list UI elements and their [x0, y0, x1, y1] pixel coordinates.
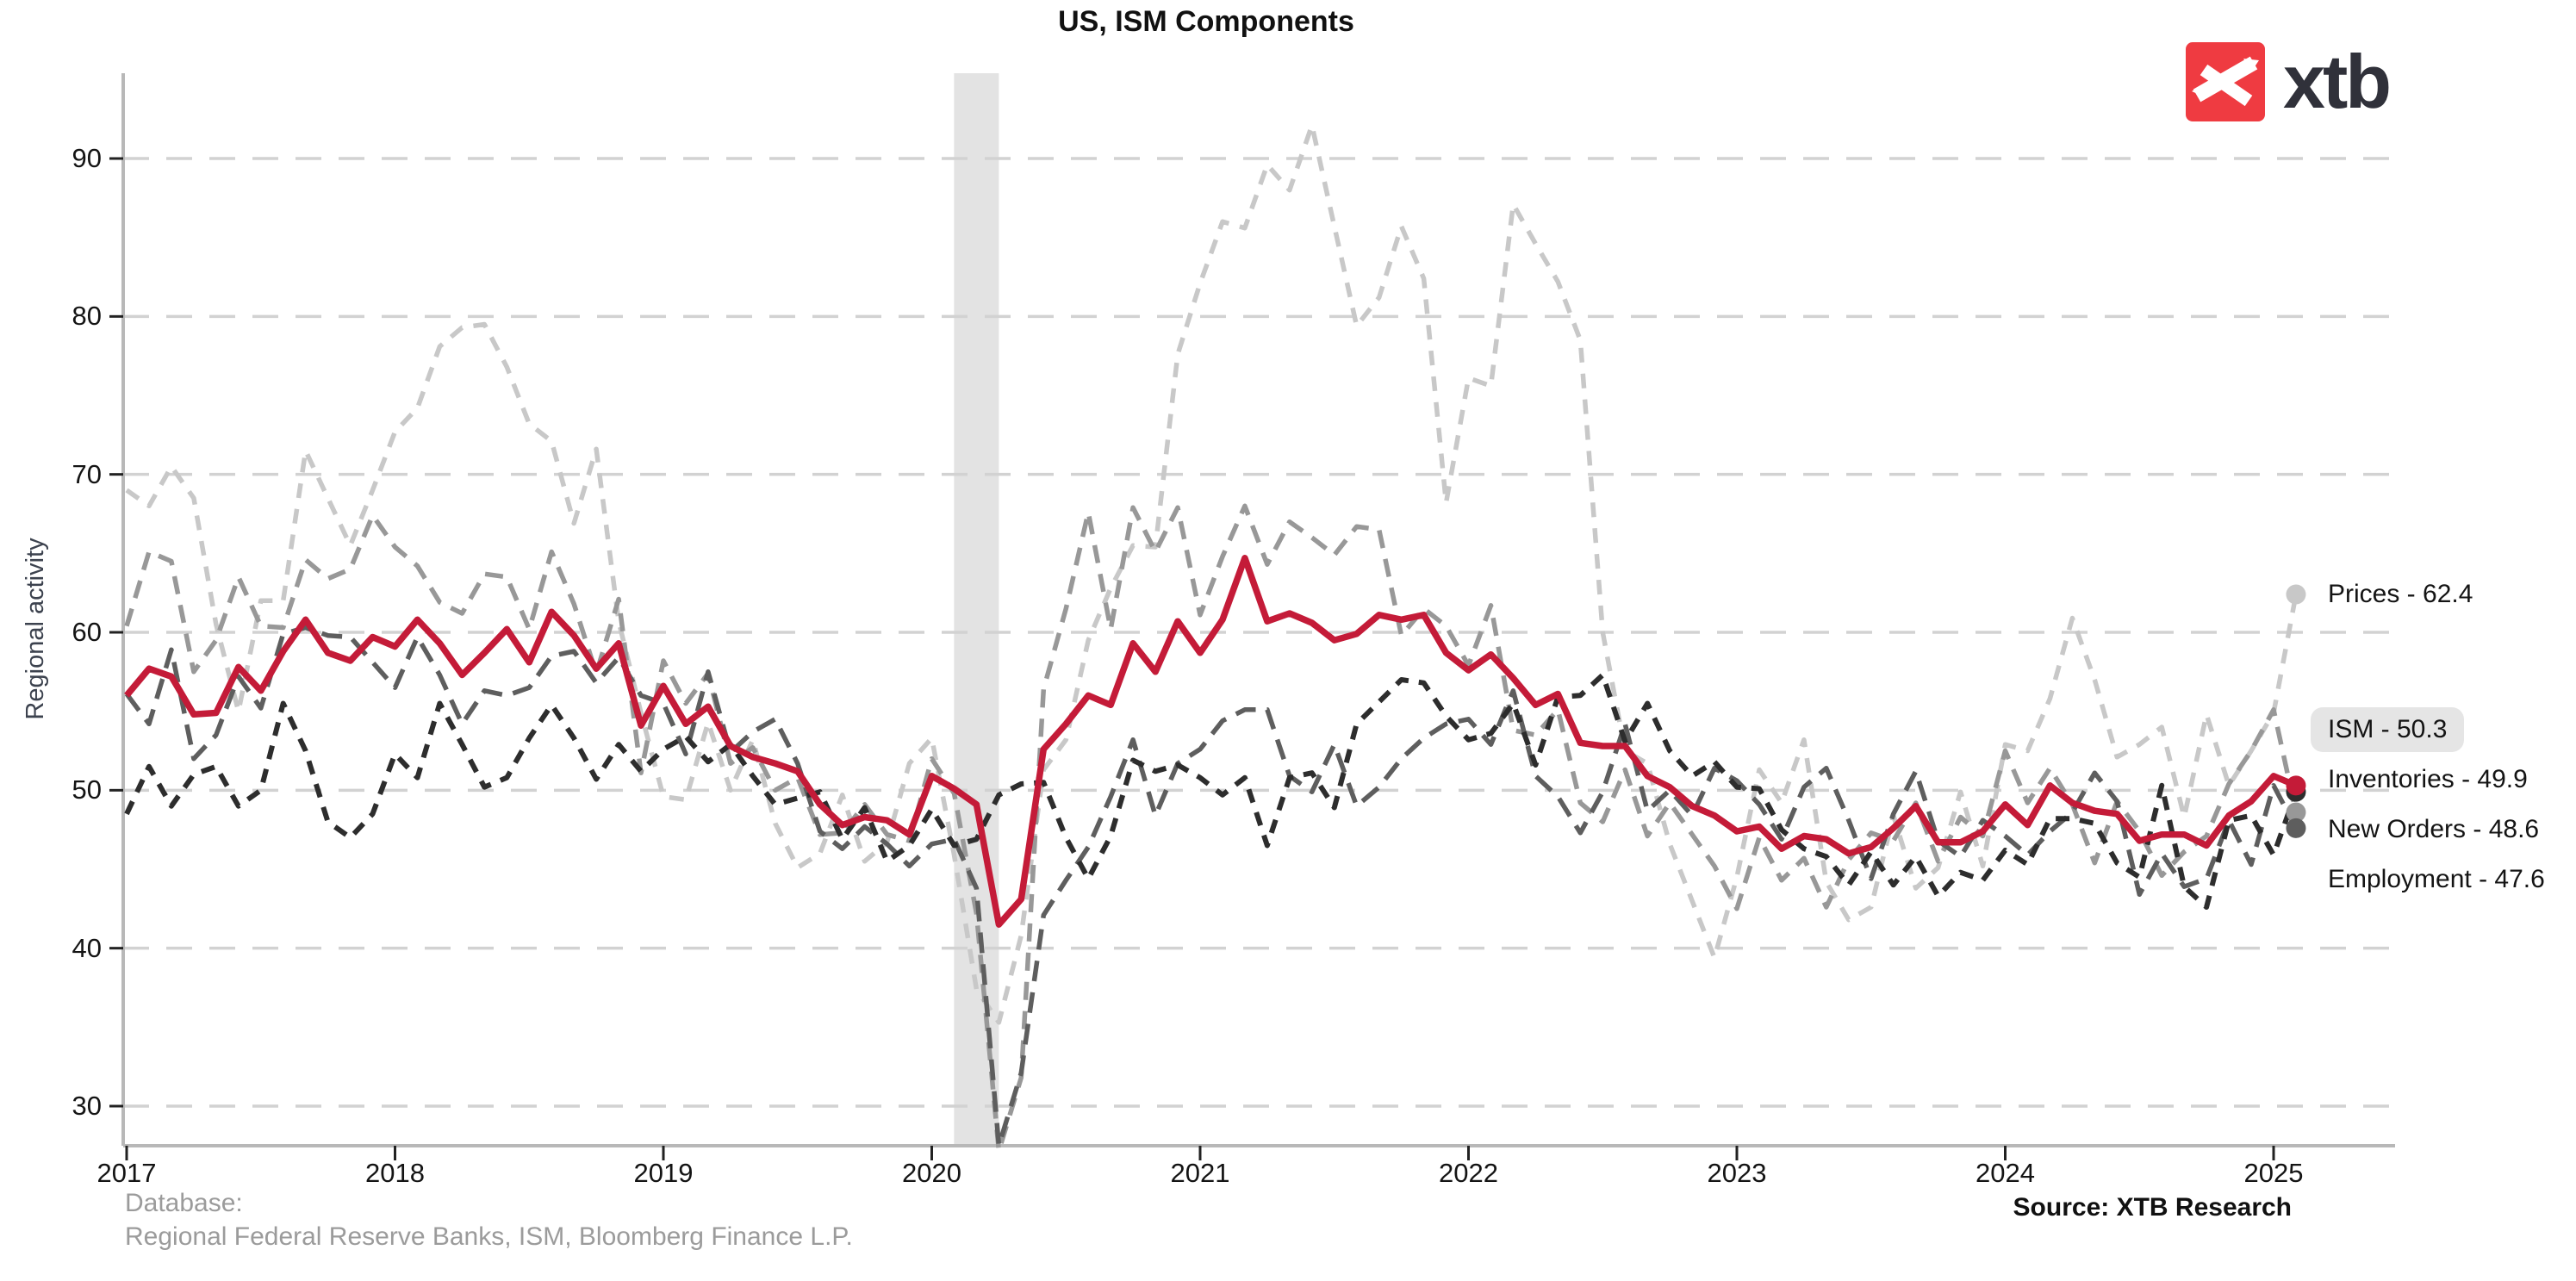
y-tick-label: 80 — [72, 301, 102, 332]
series-end-label-prices: Prices - 62.4 — [2328, 579, 2473, 608]
series-end-dot-employment — [2286, 818, 2306, 838]
x-tick-label: 2018 — [365, 1158, 425, 1188]
x-tick-label: 2025 — [2243, 1158, 2304, 1188]
x-tick-label: 2017 — [96, 1158, 157, 1188]
series-end-label-ism: ISM - 50.3 — [2311, 706, 2465, 752]
series-end-dot-new-orders — [2286, 802, 2306, 823]
series-line-employment — [124, 625, 2299, 1148]
x-tick-label: 2021 — [1170, 1158, 1230, 1188]
logo-wordmark: xtb — [2283, 39, 2392, 124]
x-swoosh-icon — [2192, 56, 2259, 107]
database-label: Database: — [125, 1189, 243, 1217]
y-tick-label: 60 — [72, 616, 102, 647]
y-tick-label: 90 — [72, 143, 102, 173]
source-note: Source: XTB Research — [2013, 1193, 2292, 1222]
y-tick-label: 40 — [72, 932, 102, 963]
database-value: Regional Federal Reserve Banks, ISM, Blo… — [125, 1222, 853, 1251]
series-line-prices — [125, 122, 2299, 1025]
xtb-logo-icon — [2186, 42, 2265, 121]
series-end-dot-prices — [2286, 584, 2306, 605]
series-end-dot-ism — [2286, 775, 2306, 796]
x-tick-label: 2022 — [1439, 1158, 1498, 1188]
chart-title: US, ISM Components — [1058, 5, 1354, 38]
x-tick-label: 2023 — [1707, 1158, 1767, 1188]
x-tick-label: 2024 — [1976, 1158, 2035, 1188]
y-tick-label: 30 — [72, 1090, 102, 1121]
y-tick-label: 50 — [72, 774, 102, 805]
x-tick-label: 2020 — [902, 1158, 961, 1188]
y-tick-label: 70 — [72, 458, 102, 489]
recession-band — [954, 73, 999, 1146]
series-end-label-new-orders: New Orders - 48.6 — [2328, 814, 2540, 843]
series-line-new-orders — [124, 503, 2299, 1154]
series-end-label-employment: Employment - 47.6 — [2328, 864, 2545, 893]
series-end-label-inventories: Inventories - 49.9 — [2328, 764, 2528, 793]
series-line-inventories — [124, 672, 2299, 910]
x-tick-label: 2019 — [633, 1158, 694, 1188]
xtb-logo: xtb — [2185, 39, 2392, 124]
series-line-ism — [124, 555, 2298, 928]
